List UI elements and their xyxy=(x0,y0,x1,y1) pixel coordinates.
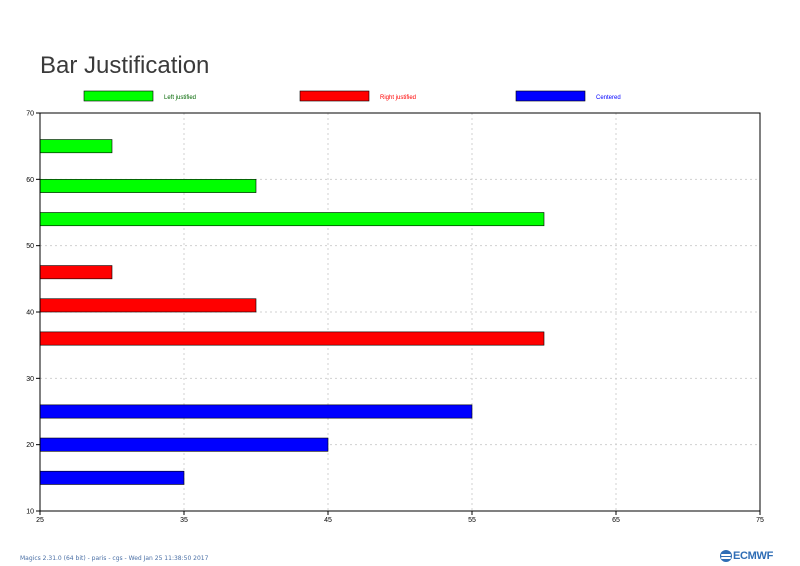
bar xyxy=(39,331,545,346)
x-tick-label: 75 xyxy=(756,517,764,524)
y-tick-label: 40 xyxy=(26,310,34,317)
legend-swatch xyxy=(299,90,370,102)
bar xyxy=(39,265,113,280)
bar xyxy=(39,437,329,452)
ecmwf-logo-icon xyxy=(720,550,732,562)
x-tick-label: 55 xyxy=(468,517,476,524)
legend-label: Centered xyxy=(596,95,621,101)
legend: Left justified Right justified Centered xyxy=(83,90,621,102)
y-tick-label: 60 xyxy=(26,177,34,184)
x-tick-label: 35 xyxy=(180,517,188,524)
legend-swatch xyxy=(515,90,586,102)
legend-label: Right justified xyxy=(380,95,416,101)
x-tick-label: 45 xyxy=(324,517,332,524)
ecmwf-logo-text: ECMWF xyxy=(733,550,774,562)
x-axis: 25 35 45 55 65 75 xyxy=(36,511,764,524)
chart-title: Bar Justification xyxy=(40,52,209,79)
bar xyxy=(39,139,113,154)
bar xyxy=(39,212,545,227)
x-tick-label: 65 xyxy=(612,517,620,524)
y-tick-label: 50 xyxy=(26,243,34,250)
y-tick-label: 30 xyxy=(26,376,34,383)
ecmwf-logo: ECMWF xyxy=(720,550,773,562)
y-tick-label: 20 xyxy=(26,442,34,449)
bar xyxy=(39,404,473,419)
legend-label: Left justified xyxy=(164,95,196,101)
x-tick-label: 25 xyxy=(36,517,44,524)
bar xyxy=(39,298,257,313)
bar xyxy=(39,470,185,485)
y-tick-label: 10 xyxy=(26,509,34,516)
bar xyxy=(39,179,257,193)
legend-swatch xyxy=(83,90,154,102)
footer-text: Magics 2.31.0 (64 bit) - paris - cgs - W… xyxy=(20,555,209,562)
y-tick-label: 70 xyxy=(26,111,34,118)
y-axis: 10 20 30 40 50 60 70 xyxy=(26,111,40,516)
